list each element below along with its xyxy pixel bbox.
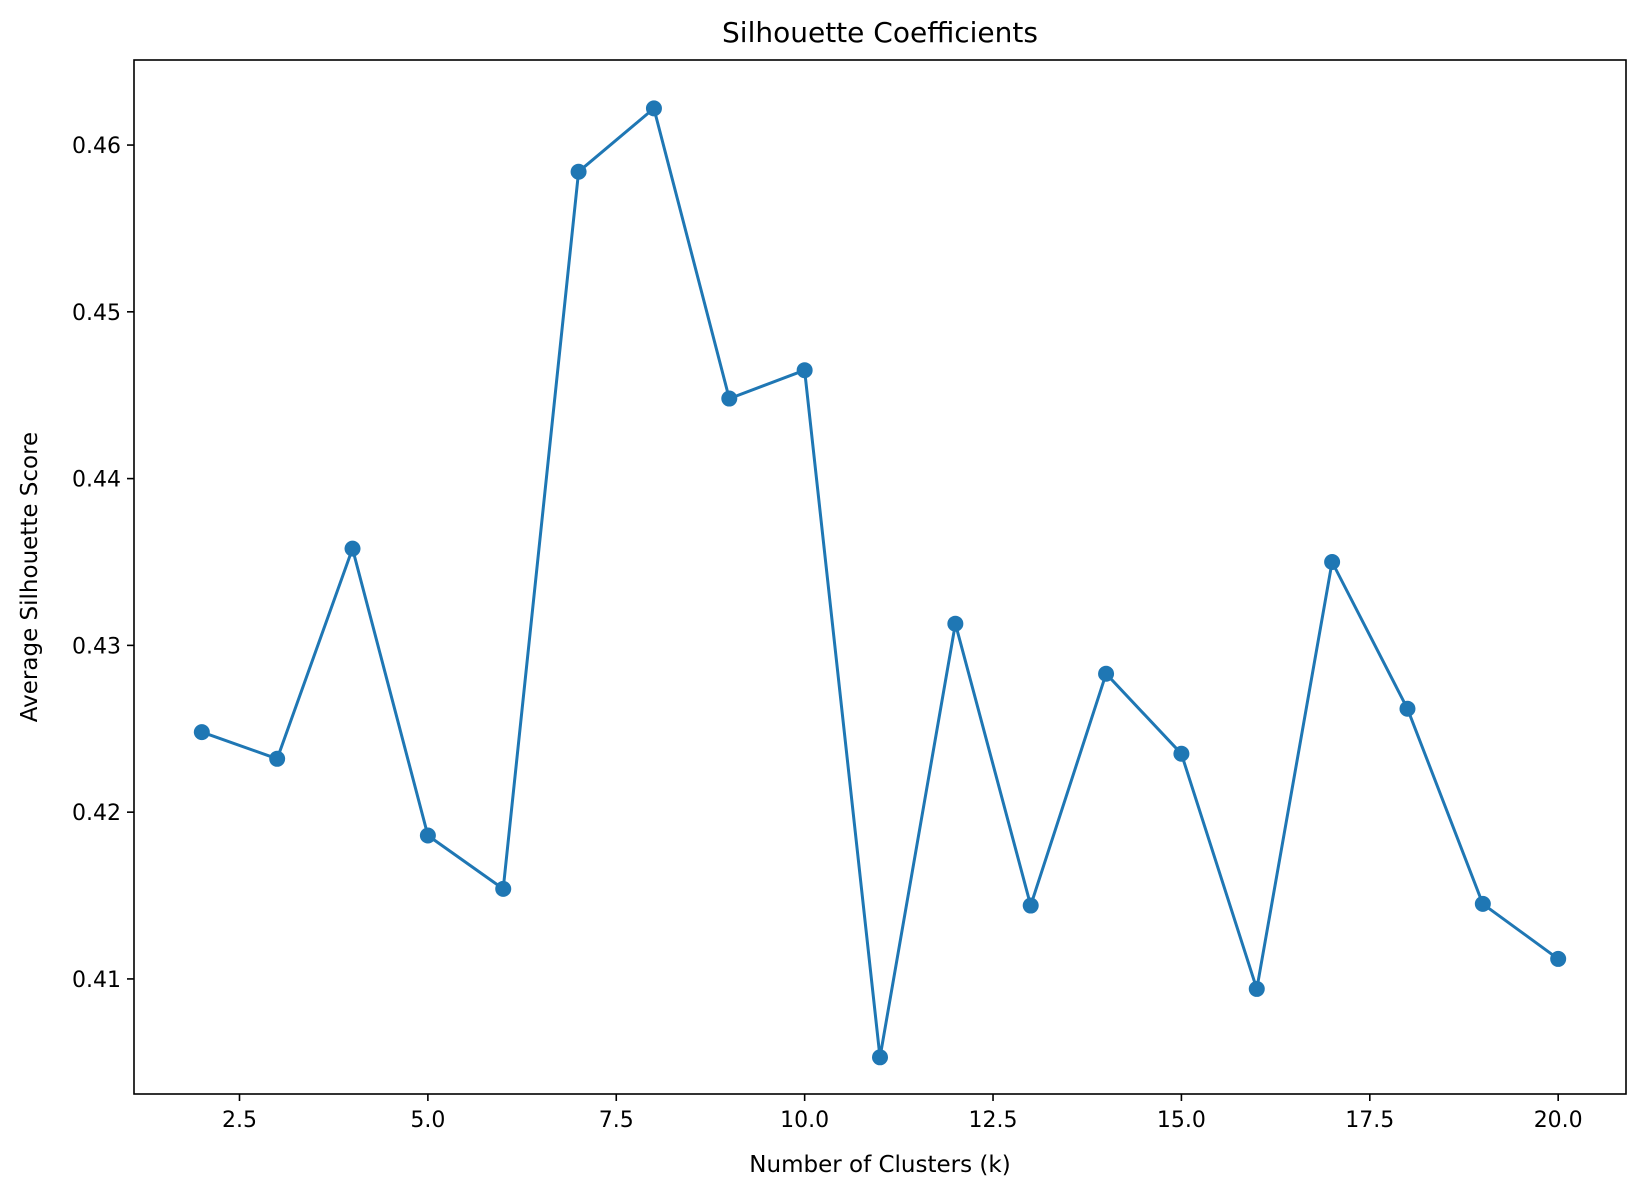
y-axis: 0.41 0.42 0.43 0.44 0.45 0.46 bbox=[72, 134, 134, 993]
y-tick-label: 0.45 bbox=[72, 301, 121, 326]
y-tick-label: 0.43 bbox=[72, 634, 121, 659]
data-point bbox=[1173, 745, 1190, 762]
series-layer bbox=[193, 100, 1567, 1066]
data-point bbox=[1550, 950, 1567, 967]
x-axis: 2.5 5.0 7.5 10.0 12.5 15.0 17.5 20.0 bbox=[222, 1094, 1583, 1133]
y-tick-label: 0.41 bbox=[72, 968, 121, 993]
data-point bbox=[1474, 895, 1491, 912]
y-tick-label: 0.42 bbox=[72, 801, 121, 826]
data-point bbox=[1324, 553, 1341, 570]
data-point bbox=[1248, 980, 1265, 997]
data-point bbox=[947, 615, 964, 632]
y-axis-label: Average Silhouette Score bbox=[17, 432, 43, 722]
data-point bbox=[1098, 665, 1115, 682]
data-point bbox=[796, 362, 813, 379]
x-tick-label: 5.0 bbox=[410, 1108, 445, 1133]
y-tick-label: 0.46 bbox=[72, 134, 121, 159]
data-point bbox=[1022, 897, 1039, 914]
data-point bbox=[269, 750, 286, 767]
x-tick-label: 10.0 bbox=[780, 1108, 829, 1133]
x-tick-label: 15.0 bbox=[1157, 1108, 1206, 1133]
data-point bbox=[1399, 700, 1416, 717]
x-axis-label: Number of Clusters (k) bbox=[749, 1152, 1010, 1178]
data-point bbox=[872, 1049, 888, 1066]
x-tick-label: 12.5 bbox=[969, 1108, 1018, 1133]
x-tick-label: 20.0 bbox=[1534, 1108, 1583, 1133]
data-point bbox=[419, 827, 436, 844]
plot-frame bbox=[133, 59, 1627, 1095]
chart-title: Silhouette Coefficients bbox=[722, 16, 1038, 49]
y-tick-label: 0.44 bbox=[72, 468, 121, 493]
x-tick-label: 17.5 bbox=[1345, 1108, 1394, 1133]
x-tick-label: 7.5 bbox=[599, 1108, 634, 1133]
data-point bbox=[721, 390, 738, 407]
data-point bbox=[344, 540, 361, 557]
x-tick-label: 2.5 bbox=[222, 1108, 257, 1133]
data-point bbox=[193, 724, 210, 741]
data-point bbox=[645, 100, 662, 117]
data-point bbox=[570, 163, 587, 180]
data-point bbox=[495, 880, 512, 897]
